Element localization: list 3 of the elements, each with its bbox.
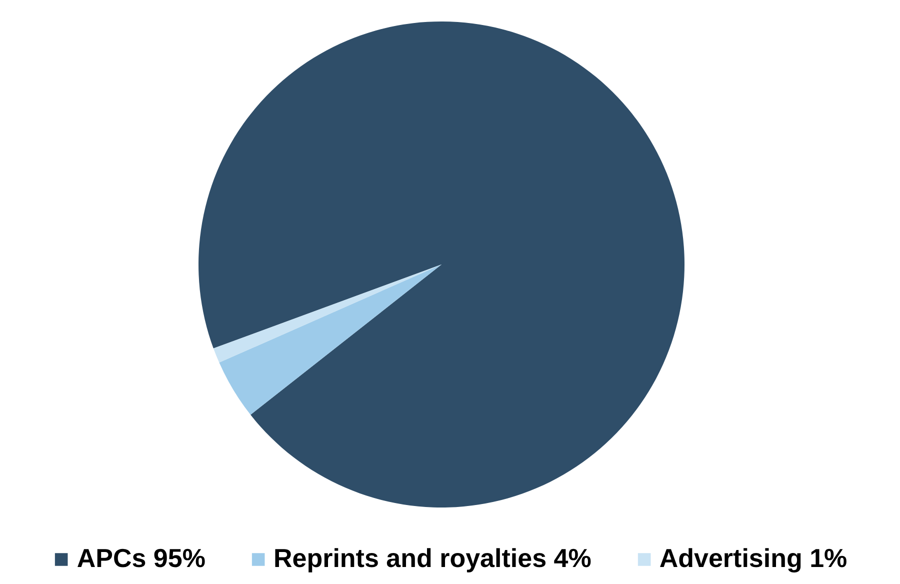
legend-label: Reprints and royalties 4%	[273, 543, 592, 574]
legend-label: Advertising 1%	[659, 543, 848, 574]
legend-label: APCs 95%	[76, 543, 206, 574]
